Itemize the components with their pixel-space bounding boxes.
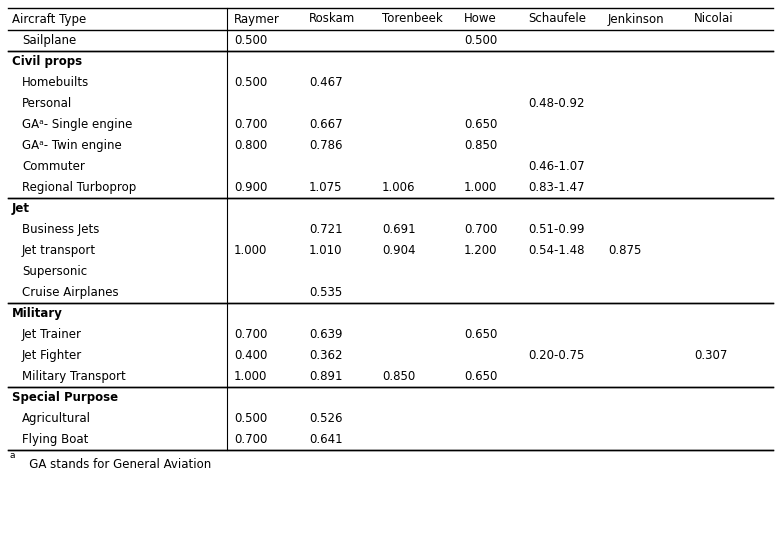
Text: 0.800: 0.800: [234, 139, 267, 152]
Text: 0.641: 0.641: [309, 433, 343, 446]
Text: 1.000: 1.000: [234, 244, 267, 257]
Text: 0.20-0.75: 0.20-0.75: [528, 349, 584, 362]
Text: 0.786: 0.786: [309, 139, 343, 152]
Text: 1.010: 1.010: [309, 244, 343, 257]
Text: 1.000: 1.000: [234, 370, 267, 383]
Text: 0.500: 0.500: [464, 34, 497, 47]
Text: 0.639: 0.639: [309, 328, 343, 341]
Text: 0.467: 0.467: [309, 76, 343, 89]
Text: Special Purpose: Special Purpose: [12, 391, 118, 404]
Text: 0.900: 0.900: [234, 181, 267, 194]
Text: 0.526: 0.526: [309, 412, 343, 425]
Text: 0.904: 0.904: [382, 244, 415, 257]
Text: Torenbeek: Torenbeek: [382, 13, 443, 26]
Text: Cruise Airplanes: Cruise Airplanes: [22, 286, 119, 299]
Text: Homebuilts: Homebuilts: [22, 76, 89, 89]
Text: 1.000: 1.000: [464, 181, 497, 194]
Text: 0.721: 0.721: [309, 223, 343, 236]
Text: Regional Turboprop: Regional Turboprop: [22, 181, 136, 194]
Text: Jet transport: Jet transport: [22, 244, 96, 257]
Text: GA stands for General Aviation: GA stands for General Aviation: [18, 458, 211, 471]
Text: 1.200: 1.200: [464, 244, 497, 257]
Text: Nicolai: Nicolai: [694, 13, 733, 26]
Text: 0.667: 0.667: [309, 118, 343, 131]
Text: 0.850: 0.850: [382, 370, 415, 383]
Text: 0.362: 0.362: [309, 349, 343, 362]
Text: 0.700: 0.700: [234, 328, 267, 341]
Text: Commuter: Commuter: [22, 160, 85, 173]
Text: Supersonic: Supersonic: [22, 265, 87, 278]
Text: 0.691: 0.691: [382, 223, 415, 236]
Text: 0.891: 0.891: [309, 370, 343, 383]
Text: Military: Military: [12, 307, 63, 320]
Text: 0.400: 0.400: [234, 349, 267, 362]
Text: 0.500: 0.500: [234, 76, 267, 89]
Text: 0.650: 0.650: [464, 328, 497, 341]
Text: Personal: Personal: [22, 97, 73, 110]
Text: 1.006: 1.006: [382, 181, 415, 194]
Text: 0.48-0.92: 0.48-0.92: [528, 97, 584, 110]
Text: Jet Trainer: Jet Trainer: [22, 328, 82, 341]
Text: 0.700: 0.700: [464, 223, 497, 236]
Text: Schaufele: Schaufele: [528, 13, 586, 26]
Text: Jet Fighter: Jet Fighter: [22, 349, 82, 362]
Text: 0.500: 0.500: [234, 412, 267, 425]
Text: 0.650: 0.650: [464, 370, 497, 383]
Text: Business Jets: Business Jets: [22, 223, 99, 236]
Text: a: a: [9, 451, 15, 460]
Text: 0.700: 0.700: [234, 433, 267, 446]
Text: 0.51-0.99: 0.51-0.99: [528, 223, 584, 236]
Text: GAᵃ- Twin engine: GAᵃ- Twin engine: [22, 139, 122, 152]
Text: Jenkinson: Jenkinson: [608, 13, 665, 26]
Text: 0.700: 0.700: [234, 118, 267, 131]
Text: 0.535: 0.535: [309, 286, 342, 299]
Text: 0.307: 0.307: [694, 349, 727, 362]
Text: 0.650: 0.650: [464, 118, 497, 131]
Text: Flying Boat: Flying Boat: [22, 433, 88, 446]
Text: 0.83-1.47: 0.83-1.47: [528, 181, 584, 194]
Text: 0.46-1.07: 0.46-1.07: [528, 160, 585, 173]
Text: 1.075: 1.075: [309, 181, 343, 194]
Text: Roskam: Roskam: [309, 13, 355, 26]
Text: Agricultural: Agricultural: [22, 412, 91, 425]
Text: Sailplane: Sailplane: [22, 34, 77, 47]
Text: 0.54-1.48: 0.54-1.48: [528, 244, 584, 257]
Text: 0.850: 0.850: [464, 139, 497, 152]
Text: Howe: Howe: [464, 13, 497, 26]
Text: GAᵃ- Single engine: GAᵃ- Single engine: [22, 118, 132, 131]
Text: Military Transport: Military Transport: [22, 370, 126, 383]
Text: 0.500: 0.500: [234, 34, 267, 47]
Text: Aircraft Type: Aircraft Type: [12, 13, 86, 26]
Text: Jet: Jet: [12, 202, 30, 215]
Text: Raymer: Raymer: [234, 13, 280, 26]
Text: 0.875: 0.875: [608, 244, 641, 257]
Text: Civil props: Civil props: [12, 55, 82, 68]
